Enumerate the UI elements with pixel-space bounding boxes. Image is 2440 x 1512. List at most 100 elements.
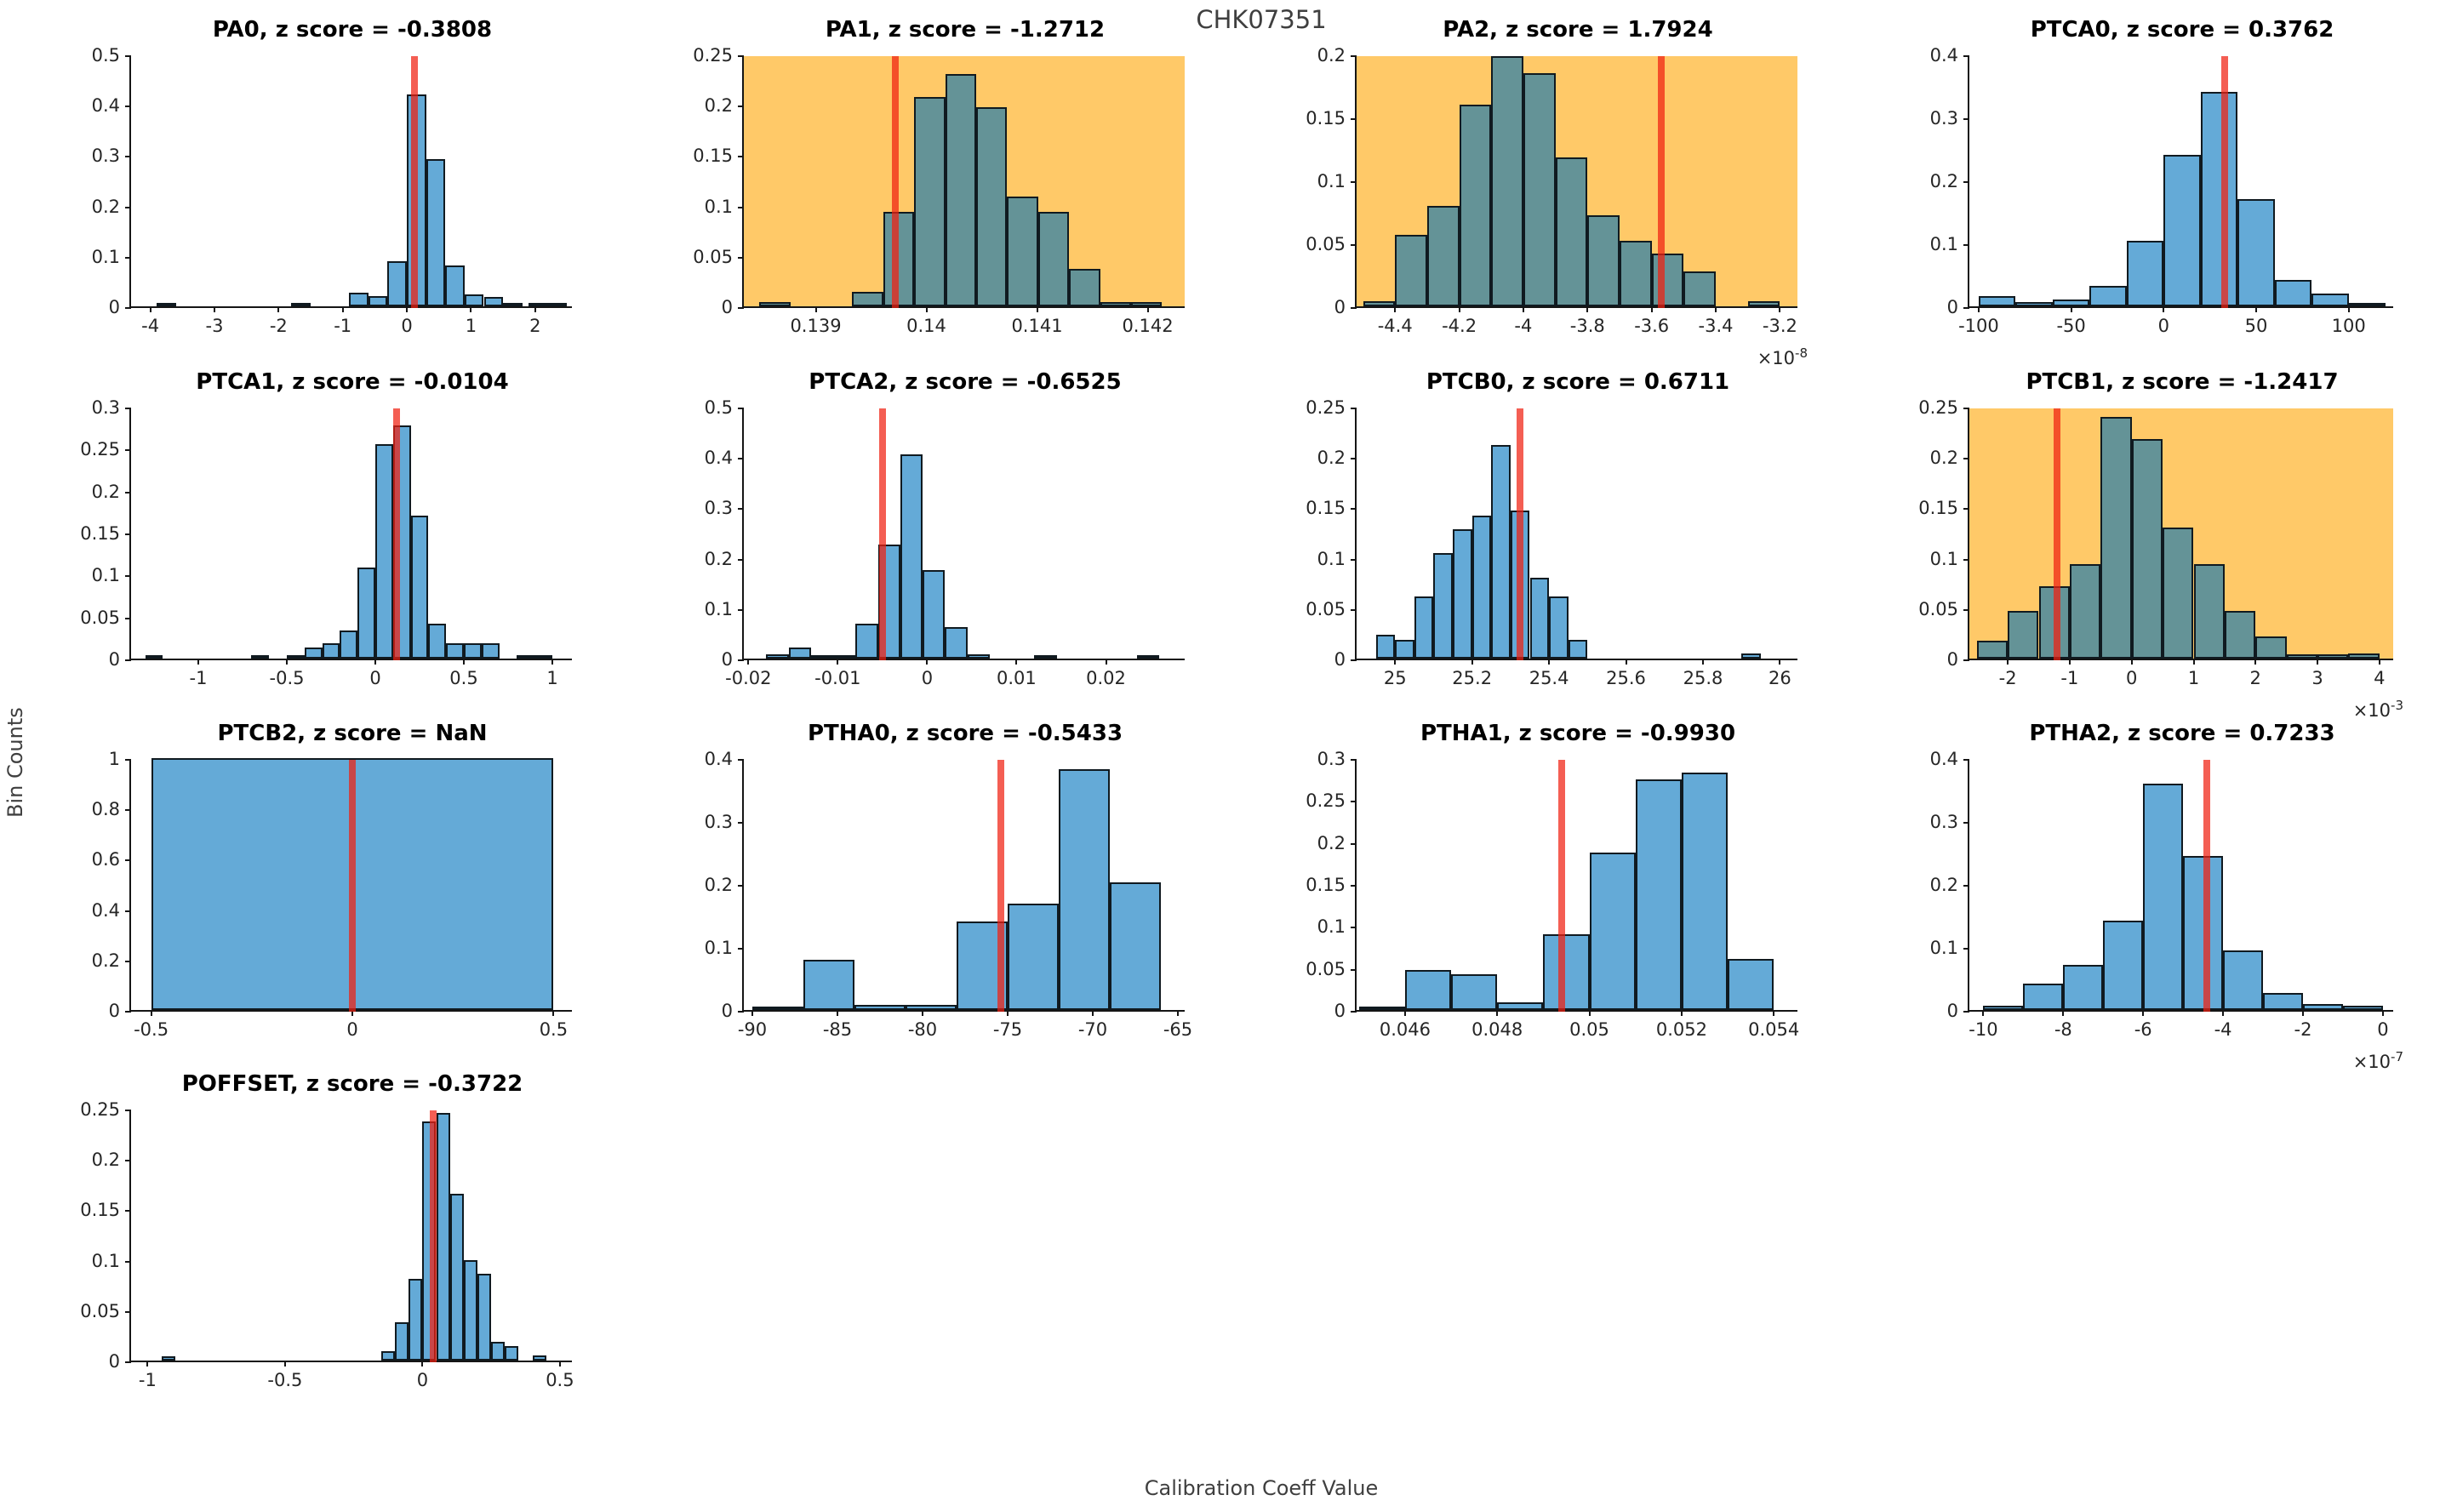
x-tick-label: -100 — [1958, 316, 1999, 336]
marker-line — [2221, 56, 2228, 308]
x-tick-label: -2 — [269, 316, 288, 336]
y-tick — [125, 533, 131, 535]
x-tick — [351, 1010, 353, 1016]
y-tick — [1963, 885, 1969, 887]
x-tick — [2007, 659, 2009, 665]
y-tick-label: 0.3 — [91, 397, 120, 418]
histogram-bar — [1059, 768, 1110, 1010]
x-tick — [421, 1361, 424, 1367]
x-tick — [2068, 659, 2071, 665]
subplot-title: PTCA1, z score = -0.0104 — [196, 369, 509, 395]
x-tick — [1586, 306, 1589, 312]
histogram-bar — [375, 444, 393, 659]
y-tick-label: 0.05 — [1306, 958, 1346, 979]
histogram-bar — [1131, 302, 1163, 306]
x-tick — [2070, 306, 2072, 312]
y-tick-label: 0 — [108, 1001, 120, 1021]
histogram-bar — [387, 260, 407, 306]
y-tick — [1963, 244, 1969, 246]
x-tick — [1036, 306, 1038, 312]
x-tick-label: 0.02 — [1086, 668, 1126, 688]
x-tick-label: 0.142 — [1122, 316, 1174, 336]
histogram-bar — [1008, 903, 1059, 1010]
x-tick — [1702, 659, 1704, 665]
x-tick-label: 0 — [921, 668, 934, 688]
y-tick-label: 0.15 — [1918, 498, 1958, 519]
x-tick — [1471, 659, 1473, 665]
y-tick-label: 0.1 — [704, 598, 733, 619]
y-tick — [1351, 1011, 1357, 1013]
histogram-bar — [833, 654, 856, 659]
histogram-bar — [410, 516, 429, 659]
histogram-bar — [349, 293, 369, 306]
histogram-bar — [2223, 950, 2263, 1010]
histogram-bar — [340, 630, 358, 659]
x-tick — [2062, 1010, 2065, 1016]
subplot-title: PTCA0, z score = 0.3762 — [2030, 17, 2334, 43]
histogram-bar — [368, 295, 388, 306]
subplot-ptca0: PTCA0, z score = 0.3762 -100 -50 0 50 100 0 0.1… — [1930, 17, 2393, 336]
y-tick-label: 0.2 — [1929, 875, 1958, 895]
x-tick — [837, 1010, 838, 1016]
y-tick — [1351, 968, 1357, 971]
y-tick — [738, 408, 744, 409]
histogram-bar — [945, 627, 968, 659]
y-tick — [1351, 558, 1357, 561]
y-tick — [738, 508, 744, 511]
y-tick-label: 0.1 — [1317, 171, 1346, 191]
x-tick-label: -3.8 — [1569, 316, 1605, 336]
y-tick-label: 0.2 — [91, 196, 120, 217]
x-tick — [1394, 306, 1397, 312]
x-tick — [1773, 1010, 1775, 1016]
y-tick — [125, 449, 131, 452]
x-tick — [1177, 1010, 1179, 1016]
y-tick — [738, 608, 744, 611]
x-tick — [2255, 306, 2257, 312]
y-tick — [125, 1011, 131, 1013]
x-tick-label: -4.2 — [1442, 316, 1477, 336]
y-tick-label: 0.15 — [80, 523, 120, 544]
x-tick — [1015, 659, 1018, 665]
y-tick — [1963, 181, 1969, 183]
y-tick — [125, 859, 131, 862]
y-tick-label: 0.3 — [1929, 812, 1958, 832]
x-tick — [197, 659, 199, 665]
y-tick — [1351, 608, 1357, 611]
y-tick — [1351, 885, 1357, 887]
x-tick-label: 1 — [465, 316, 477, 336]
subplot-ptcb1: PTCB1, z score = -1.2417 -2 -1 0 1 2 3 4 0 0.05 0.… — [1918, 369, 2403, 721]
x-tick — [1779, 306, 1781, 312]
x-tick-label: 0 — [346, 1019, 358, 1040]
y-tick — [1963, 759, 1969, 761]
histogram-bar — [1395, 234, 1427, 306]
y-tick-label: 0 — [721, 649, 733, 670]
histogram-bar — [2317, 654, 2349, 659]
y-tick-label: 0.2 — [704, 875, 733, 895]
histogram-bar — [481, 643, 500, 659]
x-tick-label: -10 — [1969, 1019, 1998, 1040]
x-tick-label: 0.052 — [1655, 1019, 1707, 1040]
y-tick-label: 0 — [108, 1351, 120, 1372]
x-tick-label: 0.5 — [449, 668, 478, 688]
x-tick — [552, 1010, 555, 1016]
y-tick — [125, 491, 131, 494]
x-tick — [2302, 1010, 2304, 1016]
x-tick-label: -1 — [2060, 668, 2079, 688]
histogram-bar — [1543, 934, 1590, 1010]
x-tick-label: 0.048 — [1471, 1019, 1523, 1040]
histogram-bar — [2286, 654, 2317, 659]
histogram-bar — [2263, 993, 2303, 1010]
histogram-bar — [2089, 286, 2127, 306]
y-tick — [1963, 408, 1969, 409]
x-tick — [2142, 1010, 2145, 1016]
x-tick-label: 0 — [2377, 1019, 2389, 1040]
marker-line — [892, 56, 900, 308]
histogram-bar — [2348, 303, 2386, 306]
histogram-bar — [766, 654, 789, 659]
y-tick — [738, 156, 744, 158]
y-tick-label: 0.15 — [1306, 498, 1346, 519]
y-tick — [1963, 55, 1969, 57]
y-tick — [1351, 408, 1357, 409]
x-tick — [1105, 659, 1107, 665]
y-tick-label: 0.1 — [91, 246, 120, 267]
